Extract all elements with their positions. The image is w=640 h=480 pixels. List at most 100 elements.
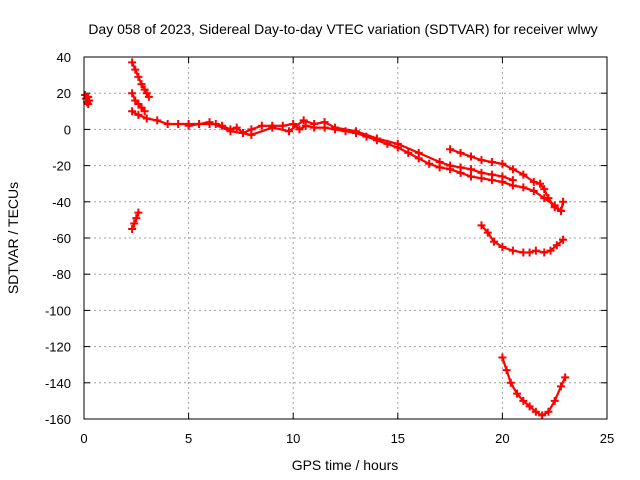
data-point [257, 121, 266, 130]
data-point [414, 148, 423, 157]
chart-title: Day 058 of 2023, Sidereal Day-to-day VTE… [88, 21, 597, 37]
data-point [131, 65, 140, 74]
data-point [137, 80, 146, 89]
x-axis-label: GPS time / hours [292, 457, 399, 473]
data-point [174, 119, 183, 128]
y-tick-label: -60 [52, 231, 71, 246]
x-tick-label: 15 [391, 431, 405, 446]
data-point [299, 116, 308, 125]
data-point [544, 407, 553, 416]
y-tick-label: -40 [52, 195, 71, 210]
y-tick-label: -120 [45, 340, 71, 355]
data-point [132, 214, 141, 223]
data-point [130, 219, 139, 228]
data-point [498, 243, 507, 252]
data-point [525, 248, 534, 257]
data-point [226, 127, 235, 136]
x-tick-label: 5 [185, 431, 192, 446]
series-main-trace [128, 107, 565, 215]
data-point [508, 165, 517, 174]
data-point [393, 139, 402, 148]
data-point [538, 411, 547, 420]
y-tick-label: -20 [52, 159, 71, 174]
data-point [278, 121, 287, 130]
series-deep-arc [498, 353, 570, 420]
data-point [84, 92, 93, 101]
data-point [498, 159, 507, 168]
data-point [404, 148, 413, 157]
series-line [131, 211, 140, 230]
data-point [134, 110, 143, 119]
data-point [467, 172, 476, 181]
data-point [540, 248, 549, 257]
series-line [449, 148, 565, 212]
data-point [552, 241, 561, 250]
data-point [502, 366, 511, 375]
x-tick-label: 20 [495, 431, 509, 446]
data-point [546, 246, 555, 255]
data-point [487, 157, 496, 166]
data-series [81, 58, 570, 420]
series-negative-blip [128, 208, 143, 233]
data-point [456, 163, 465, 172]
series-line [501, 356, 567, 417]
grid [84, 57, 607, 419]
data-point [446, 161, 455, 170]
data-point [301, 121, 310, 130]
data-point [531, 407, 540, 416]
data-point [477, 156, 486, 165]
data-point [556, 382, 565, 391]
data-point [128, 58, 137, 67]
data-point [163, 119, 172, 128]
data-point [508, 246, 517, 255]
data-point [425, 159, 434, 168]
series-mid-negative-arc [477, 221, 568, 257]
data-point [372, 134, 381, 143]
data-point [519, 183, 528, 192]
x-tick-label: 25 [600, 431, 614, 446]
data-point [498, 353, 507, 362]
data-point [134, 208, 143, 217]
y-tick-label: 20 [57, 86, 71, 101]
series-steep-descent [128, 58, 153, 101]
data-point [128, 224, 137, 233]
data-point [498, 172, 507, 181]
data-point [295, 125, 304, 134]
data-point [536, 179, 545, 188]
data-point [559, 197, 568, 206]
y-tick-label: -100 [45, 303, 71, 318]
x-tick-label: 0 [80, 431, 87, 446]
y-tick-label: -140 [45, 376, 71, 391]
data-point [247, 130, 256, 139]
y-tick-label: 0 [64, 122, 71, 137]
y-tick-label: 40 [57, 50, 71, 65]
data-point [559, 235, 568, 244]
y-tick-label: -160 [45, 412, 71, 427]
data-point [153, 116, 162, 125]
data-point [550, 203, 559, 212]
data-point [142, 114, 151, 123]
plot-frame [83, 56, 608, 420]
y-axis-label: SDTVAR / TECUs [5, 182, 21, 294]
data-point [331, 123, 340, 132]
data-point [128, 107, 137, 116]
series-upper-late-trace [446, 145, 568, 215]
data-point [531, 246, 540, 255]
data-point [483, 228, 492, 237]
series-line [187, 119, 514, 182]
data-point [519, 396, 528, 405]
data-point [477, 221, 486, 230]
data-point [435, 157, 444, 166]
data-point [467, 152, 476, 161]
data-point [487, 170, 496, 179]
data-point [529, 177, 538, 186]
data-point [561, 373, 570, 382]
data-point [134, 72, 143, 81]
data-point [525, 402, 534, 411]
data-point [529, 186, 538, 195]
tick-labels: 0 5 10 15 20 25 40 20 0 -20 -40 -60 -80 -100 -120 -140 -… [45, 50, 614, 446]
data-point [456, 148, 465, 157]
data-point [513, 389, 522, 398]
data-point [556, 206, 565, 215]
